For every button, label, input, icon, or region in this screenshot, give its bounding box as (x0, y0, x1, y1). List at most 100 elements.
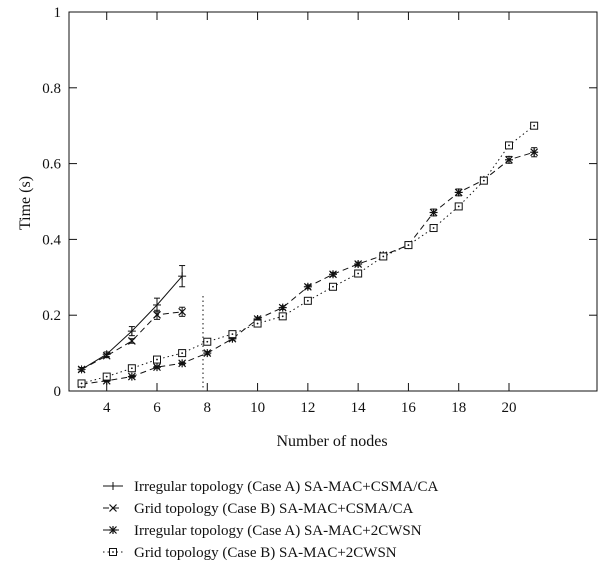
x-tick-label: 4 (103, 400, 111, 416)
y-axis-ticks: 0 0.2 0.4 0.6 0.8 1 (42, 5, 597, 400)
series-1 (77, 265, 187, 374)
legend-item-2: Grid topology (Case B) SA-MAC+CSMA/CA (103, 501, 413, 517)
data-point (178, 307, 187, 316)
data-point (178, 349, 187, 358)
x-tick-label: 20 (502, 400, 517, 416)
y-tick-label: 0 (54, 384, 62, 400)
marker-dot (432, 227, 435, 229)
x-tick-label: 16 (401, 400, 417, 416)
series-2 (77, 306, 187, 374)
data-point (454, 188, 463, 197)
series-3 (77, 147, 539, 389)
marker-dot (508, 144, 510, 147)
series-4 (77, 121, 539, 388)
marker-dot (306, 299, 309, 302)
data-point (329, 282, 337, 291)
data-point (454, 202, 463, 211)
marker-dot (80, 382, 83, 385)
data-point (153, 363, 161, 372)
data-point (303, 296, 312, 305)
data-point (404, 241, 413, 250)
series-line (81, 151, 535, 385)
data-point (253, 319, 262, 328)
data-point (379, 252, 388, 261)
data-point (354, 260, 363, 269)
legend-swatch-marker (109, 526, 117, 534)
data-point (228, 330, 237, 339)
marker-dot (231, 333, 234, 336)
x-axis-ticks: 4 6 8 10 12 14 16 18 20 (103, 12, 517, 416)
legend-item-3: Irregular topology (Case A) SA-MAC+2CWSN (103, 523, 422, 539)
legend-label: Irregular topology (Case A) SA-MAC+CSMA/… (134, 479, 438, 495)
marker-dot (332, 285, 334, 288)
data-point (178, 359, 187, 368)
marker-dot (281, 315, 284, 318)
x-tick-label: 14 (351, 400, 367, 416)
x-tick-label: 6 (153, 400, 161, 416)
data-point (153, 310, 161, 319)
y-tick-label: 1 (54, 5, 62, 21)
data-point (329, 270, 337, 279)
marker-dot (256, 322, 259, 325)
data-point (203, 337, 212, 346)
data-point (77, 365, 86, 374)
legend-label: Grid topology (Case B) SA-MAC+2CWSN (134, 545, 397, 561)
data-point (530, 121, 539, 130)
x-axis-label: Number of nodes (276, 433, 387, 450)
data-point (278, 312, 287, 321)
plot-frame (68, 11, 598, 392)
legend-swatch-marker (109, 548, 117, 556)
data-point (278, 303, 287, 312)
marker-dot (181, 352, 184, 354)
data-point (127, 337, 136, 345)
marker-dot (130, 367, 133, 370)
marker-dot (156, 358, 158, 361)
marker-dot (357, 272, 360, 275)
marker-stroke (153, 310, 161, 319)
plot-area (68, 11, 598, 392)
data-point (127, 372, 136, 381)
data-point (153, 300, 161, 309)
legend-item-4: Grid topology (Case B) SA-MAC+2CWSN (103, 545, 397, 561)
marker-stroke (102, 351, 111, 360)
data-point (127, 327, 136, 336)
y-tick-label: 0.4 (42, 232, 61, 248)
marker-dot (206, 340, 209, 343)
marker-dot (105, 375, 108, 378)
data-point (354, 269, 363, 278)
legend-item-1: Irregular topology (Case A) SA-MAC+CSMA/… (103, 479, 438, 495)
marker-stroke (77, 365, 86, 374)
data-point (77, 379, 86, 388)
data-point (178, 272, 187, 281)
y-tick-label: 0.2 (42, 308, 61, 324)
y-axis-label: Time (s) (17, 176, 34, 230)
x-tick-label: 12 (300, 400, 315, 416)
series-layer (77, 121, 539, 389)
data-point (127, 364, 136, 373)
data-point (102, 351, 111, 360)
marker-dot (533, 124, 536, 127)
data-point (429, 208, 438, 217)
data-point (153, 355, 161, 364)
series-line (81, 311, 183, 370)
marker-stroke (109, 504, 117, 512)
marker-stroke (178, 307, 187, 316)
legend: Irregular topology (Case A) SA-MAC+CSMA/… (103, 479, 438, 561)
y-tick-label: 0.8 (42, 81, 61, 97)
data-point (203, 349, 212, 358)
y-tick-label: 0.6 (42, 157, 61, 173)
marker-dot (112, 551, 114, 553)
series-line (81, 125, 535, 384)
marker-dot (482, 179, 485, 182)
series-line (81, 275, 183, 370)
marker-dot (457, 205, 460, 208)
data-point (102, 372, 111, 381)
marker-stroke (127, 337, 136, 345)
data-point (429, 224, 438, 233)
data-point (505, 141, 513, 150)
legend-label: Irregular topology (Case A) SA-MAC+2CWSN (134, 523, 422, 539)
x-tick-label: 8 (204, 400, 212, 416)
marker-dot (407, 244, 410, 246)
x-tick-label: 18 (451, 400, 466, 416)
